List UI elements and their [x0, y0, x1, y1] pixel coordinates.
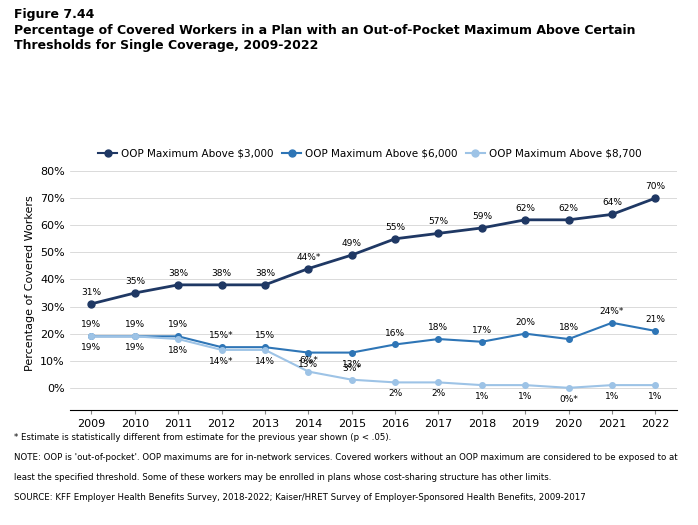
Text: 1%: 1%: [648, 392, 662, 401]
Text: 3%*: 3%*: [342, 364, 361, 373]
Legend: OOP Maximum Above $3,000, OOP Maximum Above $6,000, OOP Maximum Above $8,700: OOP Maximum Above $3,000, OOP Maximum Ab…: [94, 144, 646, 163]
Text: 24%*: 24%*: [600, 307, 624, 316]
Text: * Estimate is statistically different from estimate for the previous year shown : * Estimate is statistically different fr…: [14, 433, 391, 442]
Text: 19%: 19%: [82, 343, 101, 352]
Text: 13%: 13%: [298, 360, 318, 369]
Text: 55%: 55%: [385, 223, 405, 232]
Text: 2%: 2%: [431, 390, 445, 398]
Text: 31%: 31%: [82, 288, 101, 297]
Text: 1%: 1%: [518, 392, 533, 401]
Text: 70%: 70%: [646, 182, 665, 191]
Text: 49%: 49%: [342, 239, 362, 248]
Text: 62%: 62%: [558, 204, 579, 213]
Text: NOTE: OOP is 'out-of-pocket'. OOP maximums are for in-network services. Covered : NOTE: OOP is 'out-of-pocket'. OOP maximu…: [14, 453, 678, 462]
Text: 14%*: 14%*: [209, 357, 234, 366]
Text: 44%*: 44%*: [296, 253, 320, 261]
Text: 15%*: 15%*: [209, 331, 234, 340]
Y-axis label: Percentage of Covered Workers: Percentage of Covered Workers: [24, 196, 35, 371]
Text: 2%: 2%: [388, 390, 402, 398]
Text: 64%: 64%: [602, 198, 622, 207]
Text: 18%: 18%: [429, 323, 449, 332]
Text: 62%: 62%: [515, 204, 535, 213]
Text: 19%: 19%: [82, 320, 101, 329]
Text: 57%: 57%: [429, 217, 449, 226]
Text: 6%*: 6%*: [299, 355, 318, 365]
Text: 13%: 13%: [342, 360, 362, 369]
Text: 20%: 20%: [515, 318, 535, 327]
Text: least the specified threshold. Some of these workers may be enrolled in plans wh: least the specified threshold. Some of t…: [14, 473, 551, 482]
Text: Percentage of Covered Workers in a Plan with an Out-of-Pocket Maximum Above Cert: Percentage of Covered Workers in a Plan …: [14, 24, 635, 51]
Text: 15%: 15%: [255, 331, 275, 340]
Text: 35%: 35%: [125, 277, 145, 286]
Text: 18%: 18%: [168, 346, 188, 355]
Text: 21%: 21%: [646, 315, 665, 324]
Text: 1%: 1%: [604, 392, 619, 401]
Text: 19%: 19%: [125, 320, 145, 329]
Text: 17%: 17%: [472, 326, 492, 335]
Text: 38%: 38%: [211, 269, 232, 278]
Text: Figure 7.44: Figure 7.44: [14, 8, 94, 21]
Text: 1%: 1%: [475, 392, 489, 401]
Text: 59%: 59%: [472, 212, 492, 221]
Text: 19%: 19%: [125, 343, 145, 352]
Text: 19%: 19%: [168, 320, 188, 329]
Text: 16%: 16%: [385, 329, 405, 338]
Text: SOURCE: KFF Employer Health Benefits Survey, 2018-2022; Kaiser/HRET Survey of Em: SOURCE: KFF Employer Health Benefits Sur…: [14, 493, 586, 502]
Text: 14%: 14%: [255, 357, 275, 366]
Text: 18%: 18%: [558, 323, 579, 332]
Text: 38%: 38%: [168, 269, 188, 278]
Text: 0%*: 0%*: [559, 395, 578, 404]
Text: 38%: 38%: [255, 269, 275, 278]
